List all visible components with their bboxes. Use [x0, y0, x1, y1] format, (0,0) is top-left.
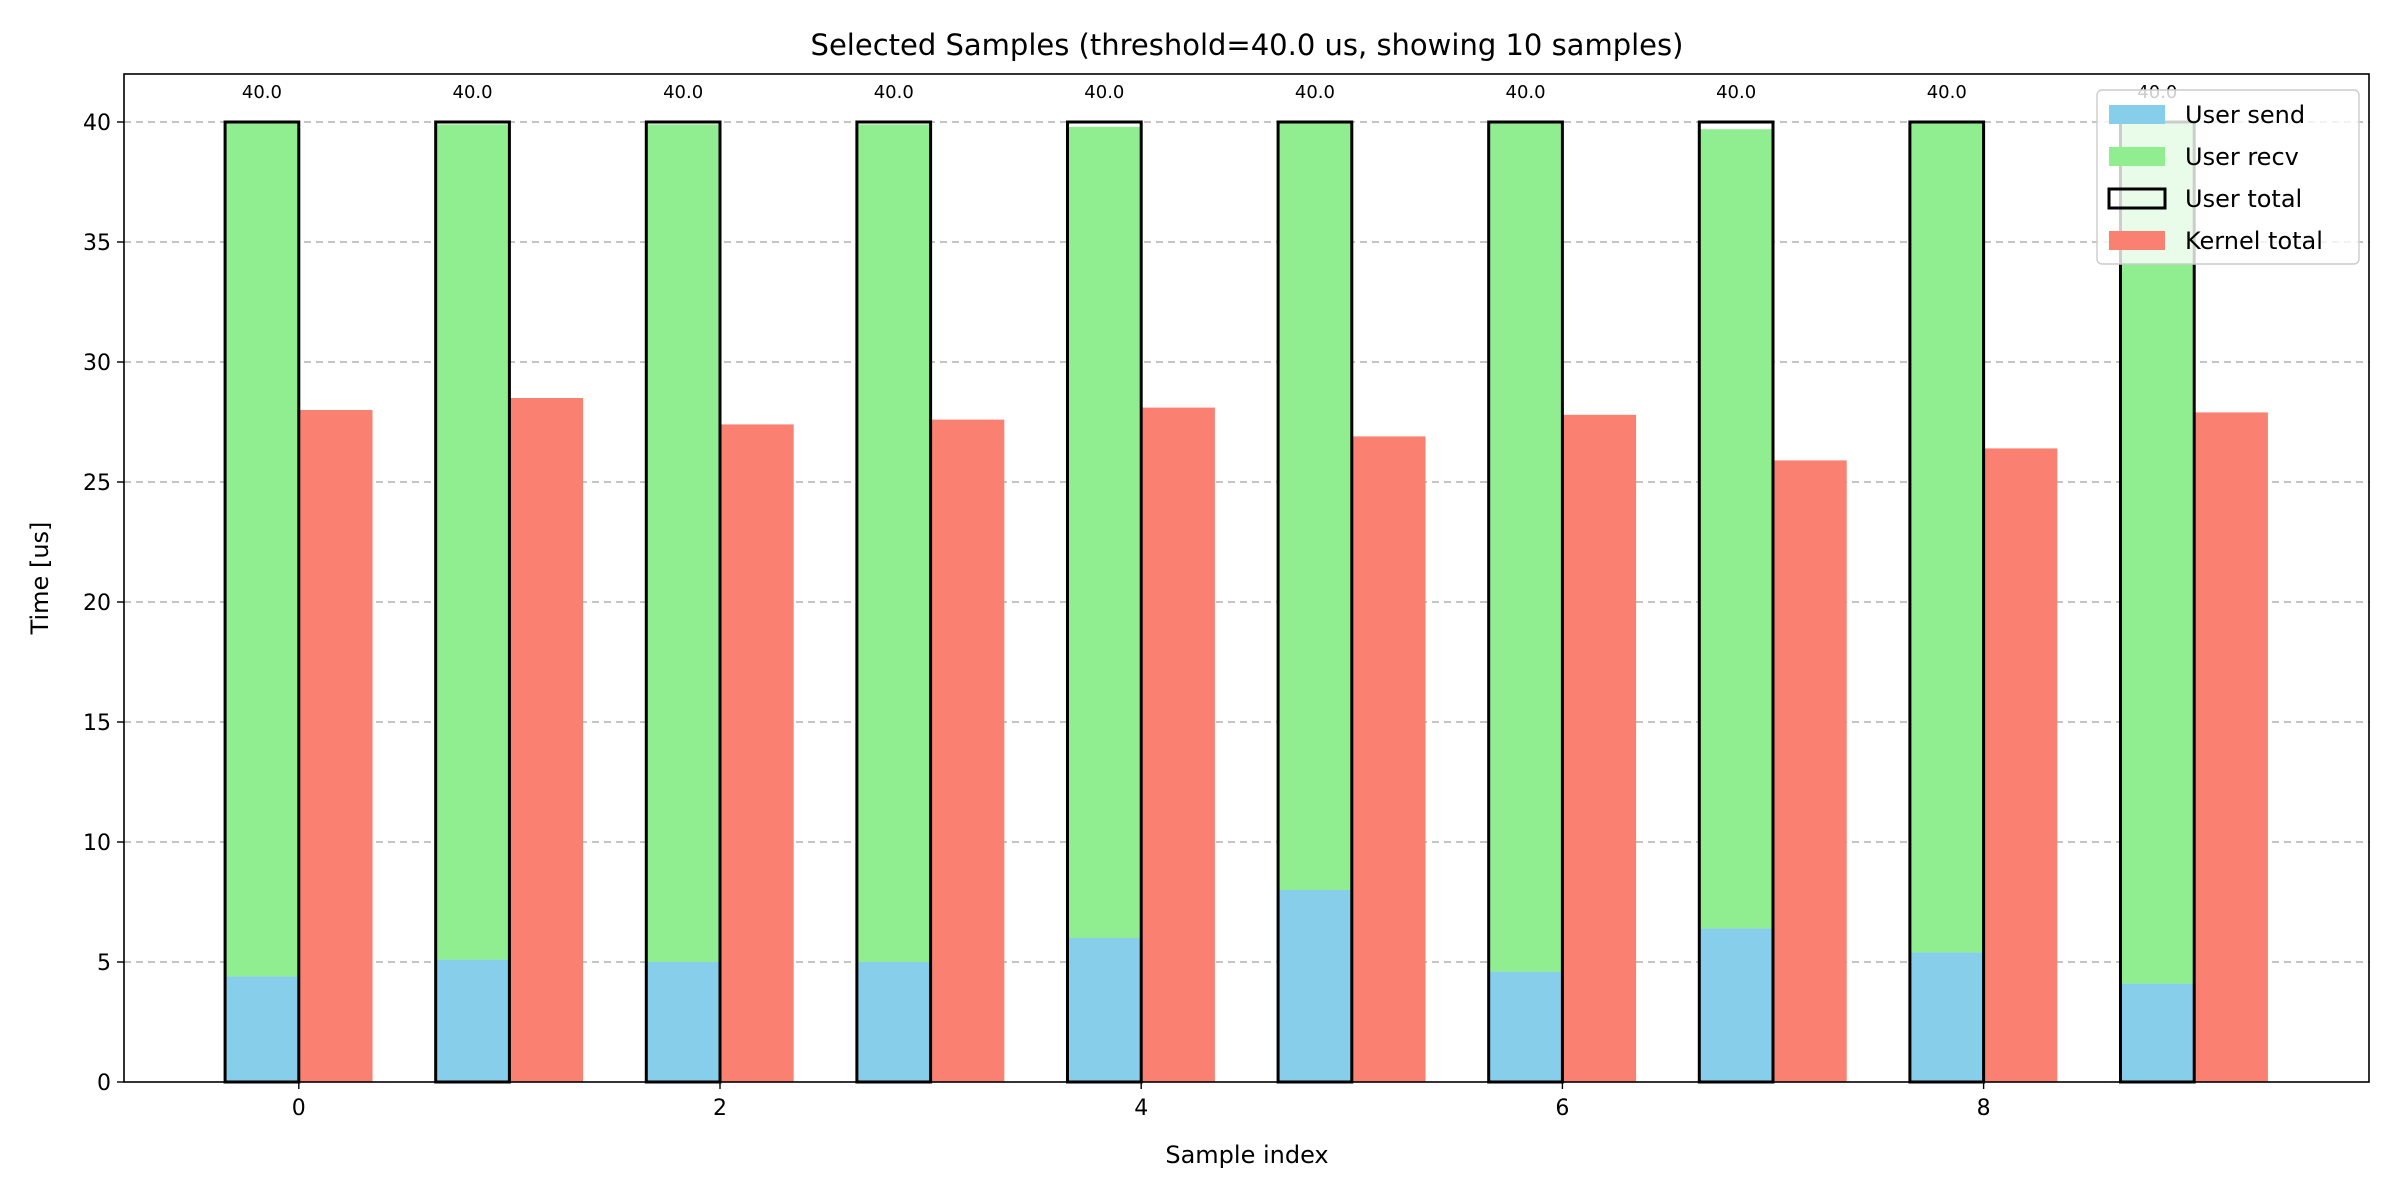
y-tick-label: 35 [83, 231, 111, 256]
bar-user-send [1699, 928, 1774, 1082]
bar-user-recv [646, 124, 720, 962]
plot-frame [123, 73, 2370, 1083]
bar-user-recv [1699, 129, 1774, 929]
y-tick-label: 15 [83, 711, 111, 736]
bar-user-send [2120, 983, 2195, 1082]
bar-user-recv [1488, 122, 1563, 972]
bar-kernel-total [1141, 407, 1215, 1083]
bar-user-recv [225, 122, 299, 977]
legend-swatch [2107, 187, 2167, 210]
bar-kernel-total [509, 398, 584, 1082]
bar-kernel-total [1351, 436, 1426, 1082]
bar-user-recv [2120, 122, 2195, 984]
bar-user-send [1488, 971, 1563, 1082]
legend-label: User send [2185, 101, 2305, 129]
bar-value-label: 40.0 [1716, 82, 1756, 103]
bar-user-send [435, 959, 510, 1082]
legend: User send User recv User total Kernel total [2096, 89, 2360, 265]
bar-kernel-total [719, 424, 794, 1082]
legend-swatch [2109, 231, 2165, 250]
bar-value-label: 40.0 [874, 82, 914, 103]
bar-user-send [646, 962, 720, 1082]
bar-value-label: 40.0 [453, 82, 493, 103]
y-axis-title: Time [us] [26, 522, 54, 636]
bar-user-recv [1909, 122, 1984, 953]
bar-user-recv [1067, 126, 1142, 939]
y-tick-label: 20 [83, 591, 111, 616]
bar-labels: 40.040.040.040.040.040.040.040.040.040.0 [242, 82, 2177, 103]
bar-kernel-total [1773, 460, 1847, 1082]
bar-value-label: 40.0 [1506, 82, 1546, 103]
x-tick-label: 0 [292, 1096, 306, 1121]
y-tick-label: 40 [83, 111, 111, 136]
bar-user-send [1909, 952, 1984, 1082]
bar-user-send [1067, 938, 1142, 1082]
legend-swatch [2109, 105, 2165, 124]
y-tick-label: 10 [83, 831, 111, 856]
bar-value-label: 40.0 [1295, 82, 1335, 103]
bar-kernel-total [2194, 412, 2268, 1082]
bars [223, 120, 2268, 1084]
bar-user-send [225, 976, 299, 1082]
bar-user-send [856, 962, 931, 1082]
x-tick-label: 4 [1134, 1096, 1148, 1121]
x-tick-label: 8 [1977, 1096, 1991, 1121]
bar-user-recv [856, 124, 931, 962]
bar-kernel-total [1562, 414, 1637, 1082]
bar-user-recv [1278, 122, 1352, 890]
x-axis-title: Sample index [1165, 1141, 1328, 1169]
x-axis: 0 2 4 6 8 [292, 1082, 1991, 1121]
y-tick-label: 0 [97, 1071, 111, 1096]
legend-label: User total [2185, 185, 2302, 213]
y-tick-label: 30 [83, 351, 111, 376]
y-axis: 0 5 10 15 20 25 30 35 40 [83, 111, 124, 1096]
bar-kernel-total [1983, 448, 2058, 1082]
bar-kernel-total [298, 410, 373, 1082]
bar-value-label: 40.0 [663, 82, 703, 103]
bar-kernel-total [930, 419, 1005, 1083]
bar-user-recv [435, 124, 510, 960]
bar-user-send [1278, 890, 1352, 1082]
legend-label: Kernel total [2185, 227, 2323, 255]
x-tick-label: 6 [1555, 1096, 1569, 1121]
x-tick-label: 2 [713, 1096, 727, 1121]
bar-value-label: 40.0 [1927, 82, 1967, 103]
legend-swatch [2109, 147, 2165, 166]
y-tick-label: 25 [83, 471, 111, 496]
y-tick-label: 5 [97, 951, 111, 976]
bar-value-label: 40.0 [1084, 82, 1124, 103]
legend-box [2096, 89, 2360, 265]
legend-label: User recv [2185, 143, 2299, 171]
chart-title: Selected Samples (threshold=40.0 us, sho… [811, 28, 1684, 62]
bar-value-label: 40.0 [242, 82, 282, 103]
